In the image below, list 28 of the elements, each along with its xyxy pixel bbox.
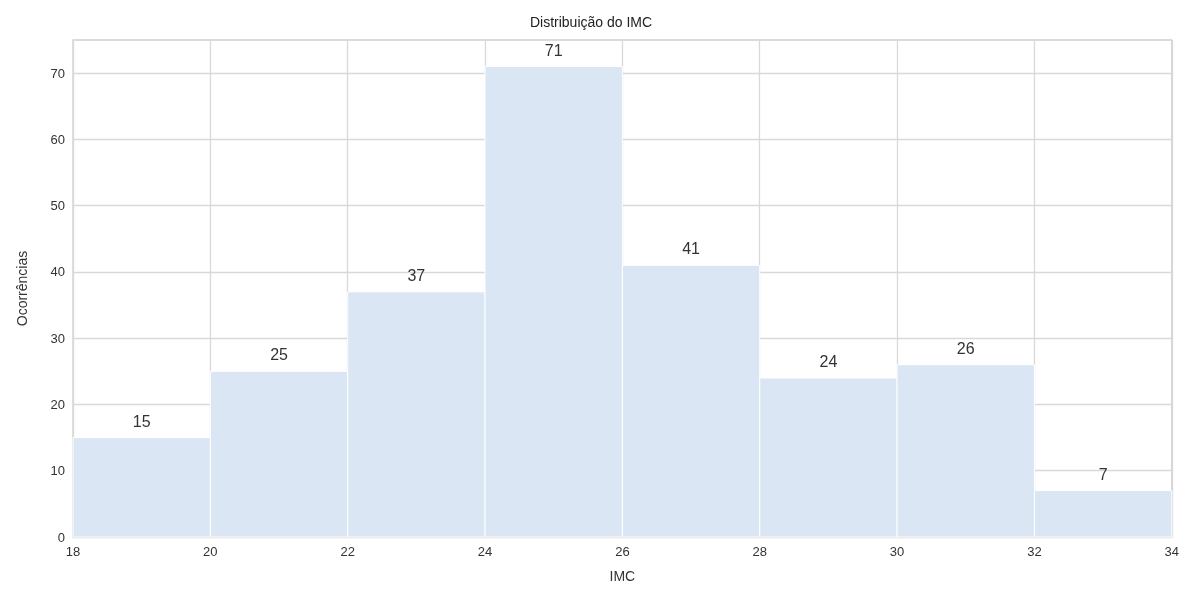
y-tick-label: 40 bbox=[50, 264, 65, 280]
y-axis-title: Ocorrências bbox=[14, 250, 30, 327]
x-tick-label: 26 bbox=[615, 544, 630, 559]
x-tick-label: 34 bbox=[1164, 544, 1179, 559]
x-tick-label: 24 bbox=[477, 544, 493, 559]
data-label: 71 bbox=[544, 41, 563, 59]
y-tick-label: 60 bbox=[50, 131, 65, 147]
x-tick-label: 20 bbox=[203, 544, 218, 559]
data-label: 15 bbox=[132, 412, 151, 430]
y-tick-label: 20 bbox=[50, 396, 65, 412]
x-tick-label: 28 bbox=[752, 544, 767, 559]
x-tick-label: 30 bbox=[889, 544, 905, 559]
chart-title: Distribuição do IMC bbox=[529, 14, 653, 30]
x-axis-title: IMC bbox=[609, 568, 636, 584]
data-label: 25 bbox=[270, 346, 289, 364]
data-label: 24 bbox=[819, 352, 838, 370]
y-tick-label: 30 bbox=[50, 330, 65, 346]
data-label: 26 bbox=[956, 339, 975, 357]
data-label: 37 bbox=[407, 266, 426, 284]
y-tick-label: 70 bbox=[50, 65, 65, 81]
x-tick-label: 22 bbox=[340, 544, 355, 559]
y-tick-label: 0 bbox=[57, 529, 65, 545]
x-tick-label: 18 bbox=[65, 544, 81, 559]
x-tick-label: 32 bbox=[1027, 544, 1042, 559]
data-label: 7 bbox=[1098, 465, 1108, 483]
y-tick-label: 50 bbox=[50, 198, 65, 214]
data-label: 41 bbox=[682, 240, 701, 258]
y-tick-label: 10 bbox=[50, 463, 65, 479]
